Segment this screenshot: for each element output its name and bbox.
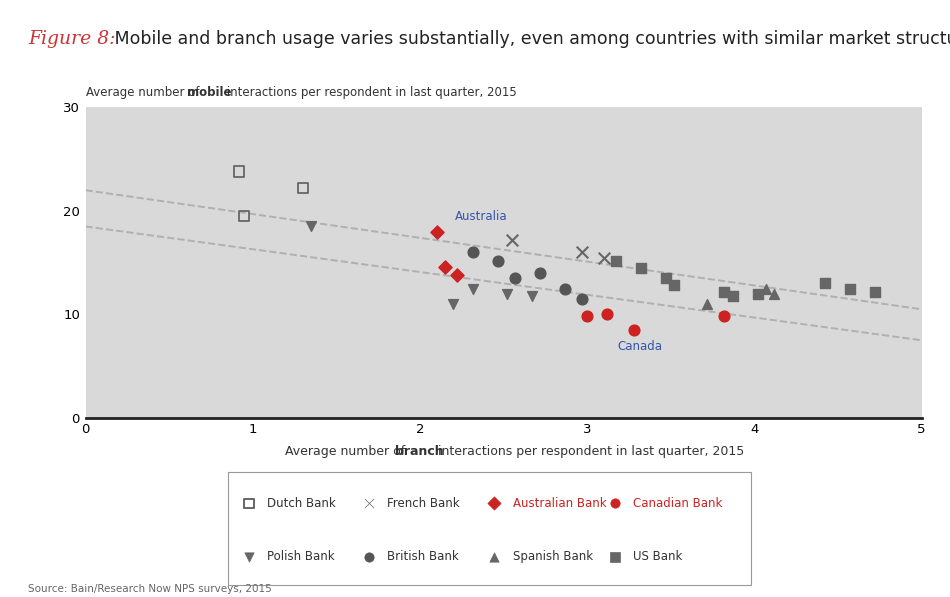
Point bbox=[626, 325, 641, 335]
Point bbox=[575, 248, 590, 257]
Point bbox=[504, 235, 520, 245]
Point bbox=[750, 289, 766, 298]
Text: Average number of: Average number of bbox=[86, 85, 202, 99]
Point bbox=[580, 312, 595, 321]
Text: Dutch Bank: Dutch Bank bbox=[267, 497, 336, 510]
Text: Average number of: Average number of bbox=[285, 445, 409, 458]
Text: Source: Bain/Research Now NPS surveys, 2015: Source: Bain/Research Now NPS surveys, 2… bbox=[28, 584, 273, 594]
Text: Figure 8:: Figure 8: bbox=[28, 30, 116, 48]
Text: interactions per respondent in last quarter, 2015: interactions per respondent in last quar… bbox=[434, 445, 745, 458]
Point bbox=[599, 310, 615, 319]
Point bbox=[437, 262, 452, 272]
Point bbox=[767, 289, 782, 298]
Text: interactions per respondent in last quarter, 2015: interactions per respondent in last quar… bbox=[223, 85, 517, 99]
Point bbox=[500, 289, 515, 298]
Point bbox=[716, 287, 732, 297]
Point bbox=[716, 312, 732, 321]
Text: branch: branch bbox=[395, 445, 444, 458]
Text: mobile: mobile bbox=[187, 85, 232, 99]
Point bbox=[842, 284, 857, 293]
Point bbox=[758, 284, 773, 293]
Point bbox=[429, 227, 445, 236]
Text: Spanish Bank: Spanish Bank bbox=[513, 550, 593, 563]
Text: Canadian Bank: Canadian Bank bbox=[633, 497, 722, 510]
Point bbox=[241, 552, 256, 561]
Point bbox=[725, 291, 740, 300]
Point bbox=[607, 552, 622, 561]
Point bbox=[486, 552, 502, 561]
Text: British Bank: British Bank bbox=[388, 550, 459, 563]
Point bbox=[597, 253, 612, 262]
Point bbox=[241, 498, 256, 508]
Point bbox=[607, 498, 622, 508]
Point bbox=[237, 211, 252, 221]
Point bbox=[533, 268, 548, 278]
Point bbox=[232, 167, 247, 176]
Point bbox=[466, 248, 481, 257]
Point bbox=[466, 284, 481, 293]
Point bbox=[449, 270, 465, 280]
Point bbox=[491, 256, 506, 266]
Text: US Bank: US Bank bbox=[633, 550, 682, 563]
Point bbox=[361, 498, 376, 508]
Point bbox=[575, 294, 590, 304]
Point bbox=[295, 183, 311, 193]
Text: French Bank: French Bank bbox=[388, 497, 460, 510]
Point bbox=[633, 263, 648, 273]
Point bbox=[486, 498, 502, 508]
Point bbox=[558, 284, 573, 293]
Point bbox=[817, 279, 832, 288]
Text: Australia: Australia bbox=[455, 210, 507, 223]
Point bbox=[304, 221, 319, 231]
Point bbox=[524, 291, 540, 300]
Point bbox=[608, 256, 623, 266]
Point bbox=[867, 287, 883, 297]
Point bbox=[361, 552, 376, 561]
Text: Canada: Canada bbox=[618, 340, 662, 353]
Point bbox=[658, 273, 674, 283]
Text: Mobile and branch usage varies substantially, even among countries with similar : Mobile and branch usage varies substanti… bbox=[109, 30, 950, 48]
Text: Polish Bank: Polish Bank bbox=[267, 550, 334, 563]
Point bbox=[446, 299, 461, 309]
Point bbox=[700, 299, 715, 309]
Text: Australian Bank: Australian Bank bbox=[513, 497, 606, 510]
Point bbox=[507, 273, 522, 283]
Point bbox=[667, 281, 682, 290]
